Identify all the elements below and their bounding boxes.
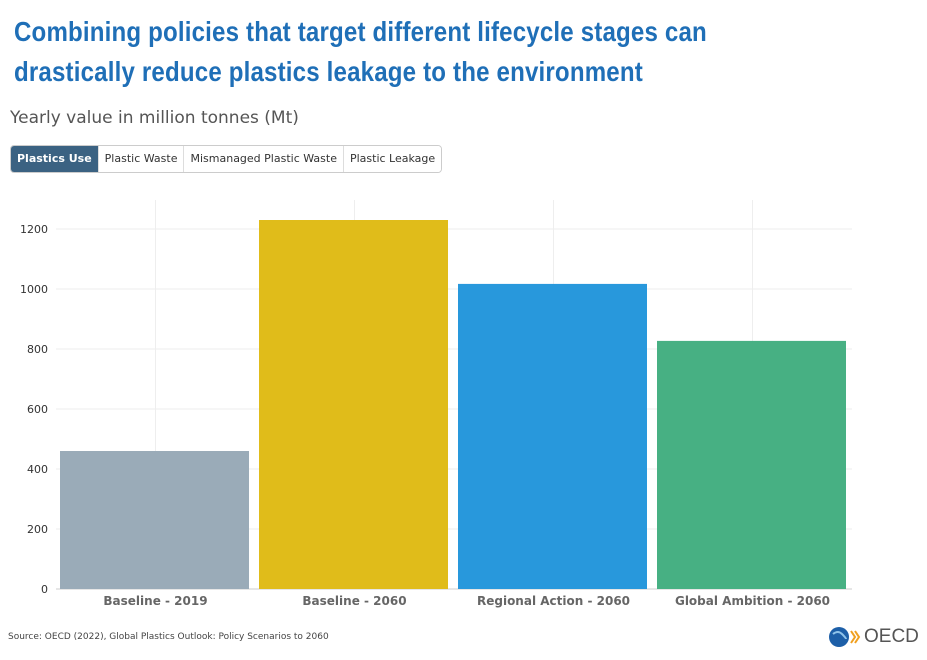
tab-mismanaged-plastic-waste[interactable]: Mismanaged Plastic Waste	[184, 146, 344, 172]
y-tick-label: 1000	[20, 283, 48, 296]
source-note: Source: OECD (2022), Global Plastics Out…	[8, 632, 329, 642]
y-tick-label: 800	[27, 343, 48, 356]
y-tick-label: 0	[41, 583, 48, 596]
y-tick-label: 400	[27, 463, 48, 476]
tab-plastic-waste[interactable]: Plastic Waste	[98, 146, 185, 172]
y-tick-label: 200	[27, 523, 48, 536]
x-tick-label: Global Ambition - 2060	[675, 594, 830, 608]
globe-icon	[829, 627, 861, 647]
y-tick-label: 1200	[20, 223, 48, 236]
x-tick-label: Baseline - 2060	[302, 594, 406, 608]
bar-global-ambition-2060	[657, 340, 846, 589]
bar-regional-action-2060	[458, 283, 647, 589]
bar-baseline-2019	[60, 451, 249, 589]
oecd-logo: OECD	[828, 625, 919, 649]
tab-plastics-use[interactable]: Plastics Use	[11, 146, 99, 172]
metric-tabs: Plastics Use Plastic Waste Mismanaged Pl…	[10, 145, 443, 173]
logo-text: OECD	[864, 626, 919, 647]
x-tick-label: Regional Action - 2060	[477, 594, 630, 608]
chart-subtitle: Yearly value in million tonnes (Mt)	[10, 108, 299, 128]
y-tick-label: 600	[27, 403, 48, 416]
x-tick-label: Baseline - 2019	[103, 594, 207, 608]
bar-baseline-2060	[259, 220, 448, 589]
tab-plastic-leakage[interactable]: Plastic Leakage	[343, 146, 442, 172]
chart-title: Combining policies that target different…	[14, 16, 707, 87]
